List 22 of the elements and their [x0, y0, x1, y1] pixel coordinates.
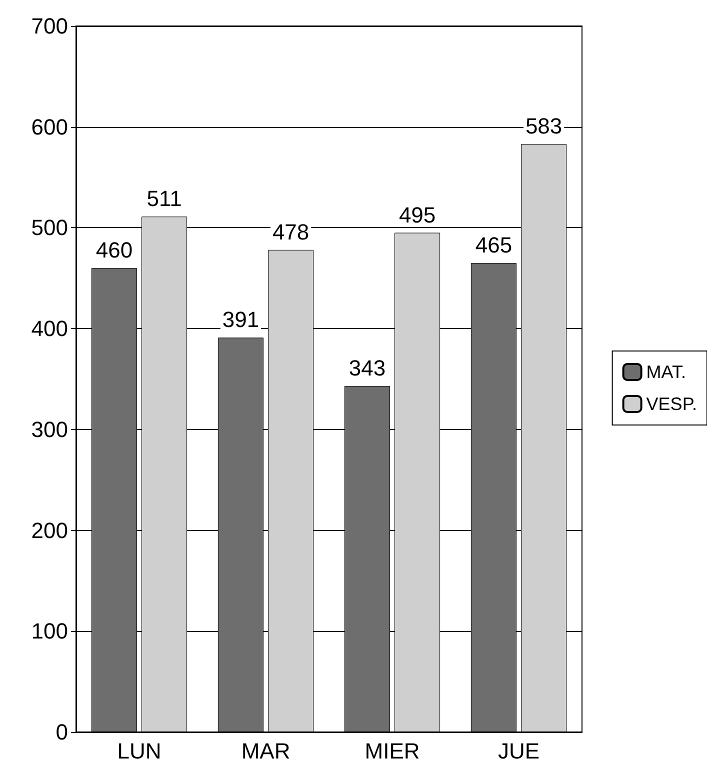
y-tick-label: 0: [56, 720, 68, 744]
y-tick-label: 600: [31, 114, 68, 140]
data-label: 478: [272, 219, 310, 244]
data-label: 391: [222, 307, 260, 332]
legend-label: VESP.: [646, 394, 698, 414]
legend-label: MAT.: [646, 362, 686, 382]
x-tick-label: MAR: [241, 738, 290, 764]
data-label: 343: [348, 356, 386, 381]
data-label: 495: [398, 202, 436, 228]
x-tick-label: MIER: [364, 738, 420, 764]
y-tick-label: 100: [31, 618, 68, 644]
data-label: 583: [525, 114, 562, 139]
y-tick-label: 500: [31, 215, 68, 240]
data-label: 465: [475, 232, 512, 258]
x-tick-label: JUE: [498, 738, 540, 764]
y-tick-label: 200: [31, 518, 68, 543]
x-tick-label: LUN: [117, 738, 162, 764]
data-label: 511: [146, 186, 182, 212]
y-tick-label: 400: [31, 316, 68, 342]
y-tick-label: 700: [31, 14, 68, 38]
data-label: 460: [96, 238, 133, 263]
y-tick-label: 300: [31, 416, 68, 442]
